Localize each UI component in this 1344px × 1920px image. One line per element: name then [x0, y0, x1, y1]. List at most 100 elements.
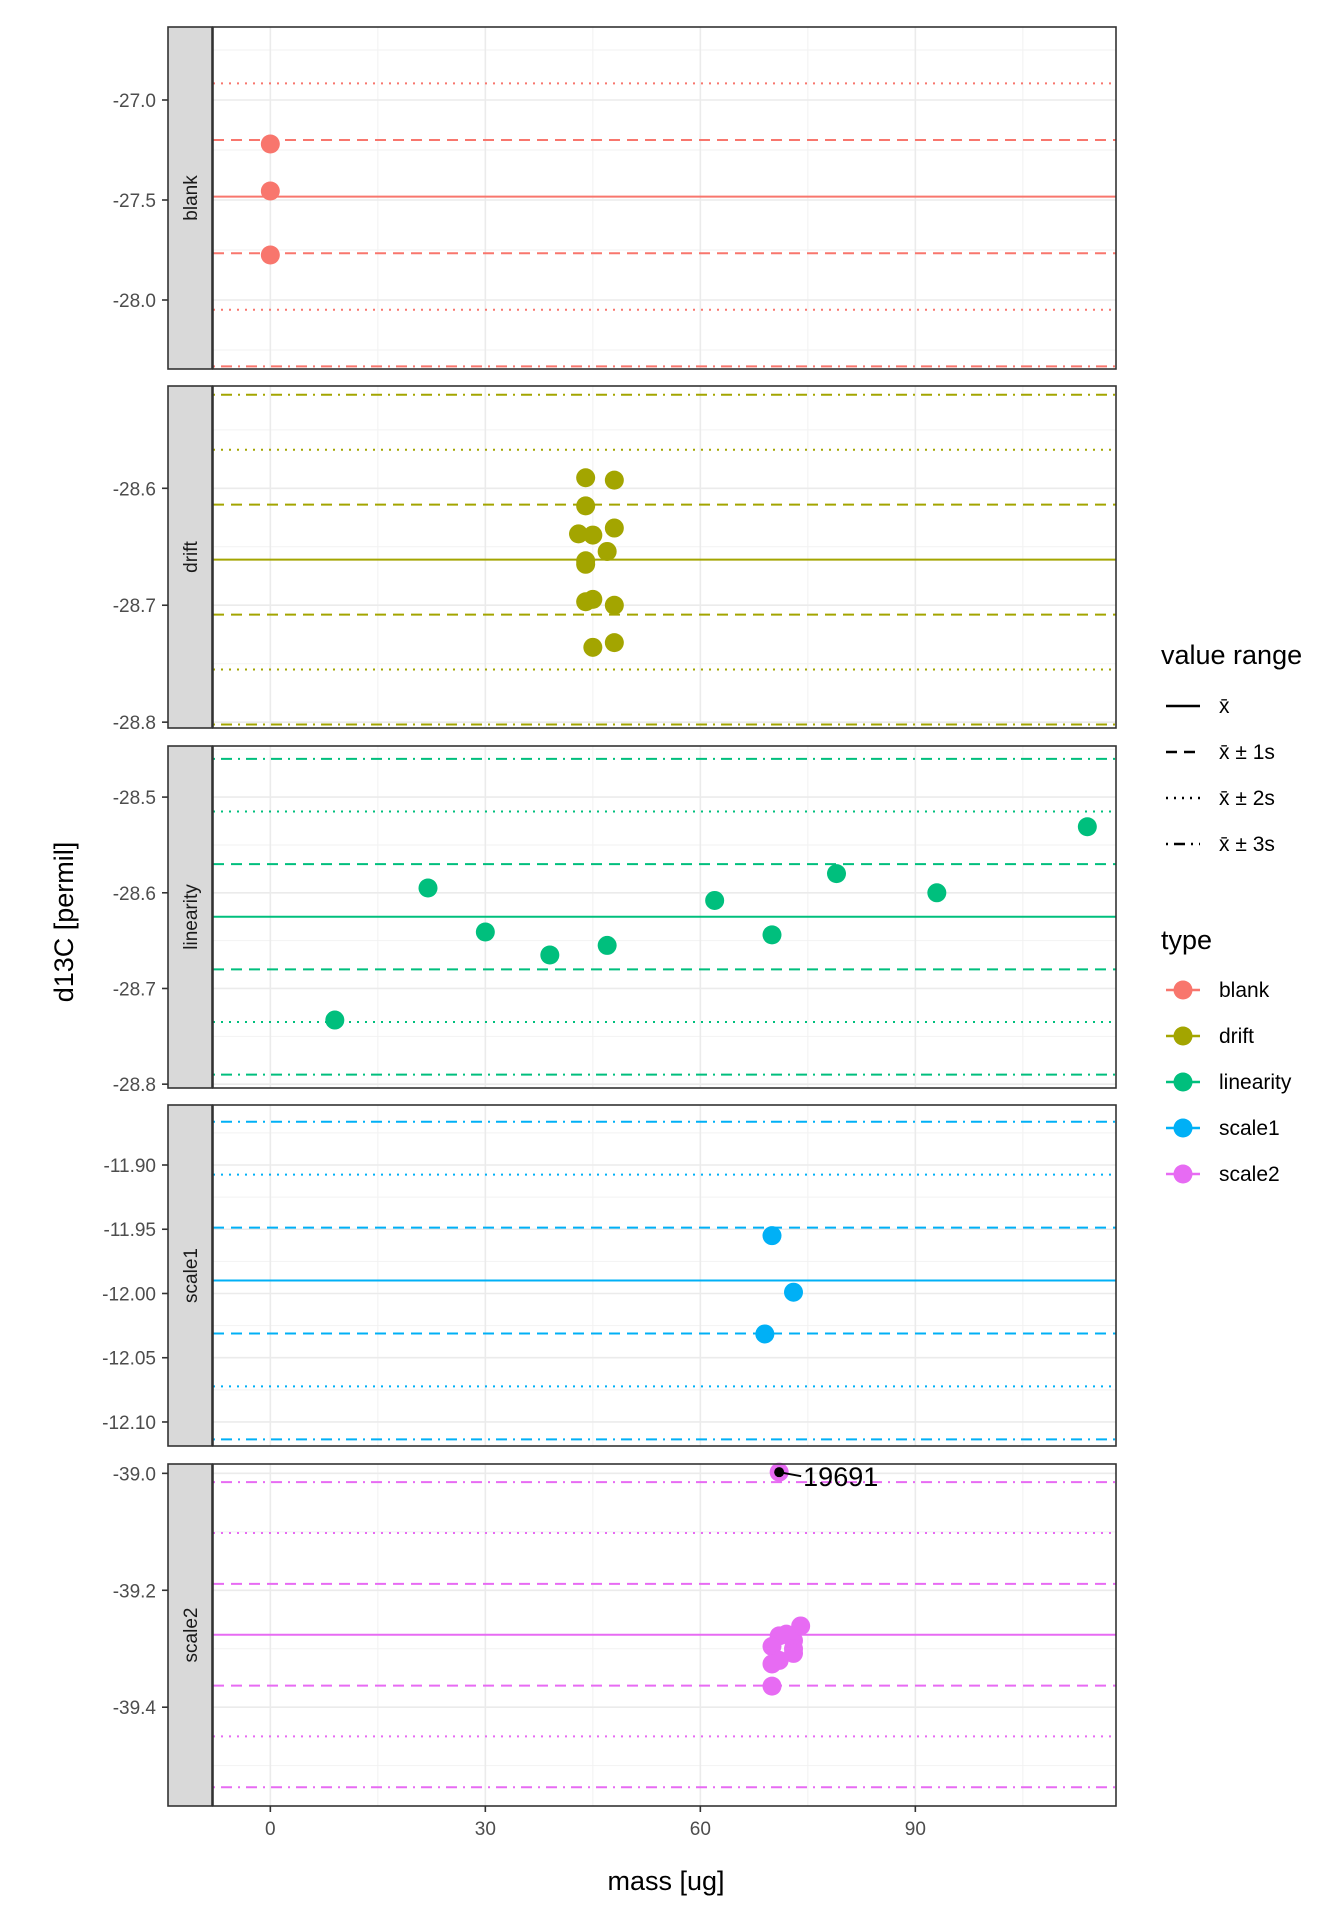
data-point	[776, 1624, 796, 1644]
y-tick-label: -28.7	[113, 979, 156, 1000]
data-point	[475, 922, 495, 942]
x-tick-label: 0	[265, 1819, 276, 1840]
y-tick-label: -28.6	[113, 479, 156, 500]
legend-label: x̄ ± 3s	[1219, 833, 1275, 856]
data-point	[604, 595, 624, 615]
data-point	[583, 525, 603, 545]
legend-key-point	[1173, 1164, 1193, 1184]
data-point	[597, 541, 617, 561]
y-tick-label: -28.6	[113, 884, 156, 905]
y-tick-label: -39.2	[113, 1581, 156, 1602]
facet-strip-label: scale1	[181, 1248, 202, 1303]
legend-label: scale1	[1219, 1117, 1280, 1140]
data-point	[569, 524, 588, 544]
data-point	[583, 589, 603, 609]
x-tick-label: 90	[905, 1819, 926, 1840]
data-point	[604, 470, 624, 490]
legend-label: linearity	[1219, 1071, 1292, 1094]
y-tick-label: -28.8	[113, 713, 156, 734]
legend-label: x̄ ± 1s	[1219, 741, 1275, 764]
y-axis-title: d13C [permil]	[49, 842, 79, 1003]
data-point	[827, 864, 846, 884]
legend-label: drift	[1219, 1025, 1254, 1048]
y-tick-label: -28.8	[113, 1075, 156, 1096]
x-tick-label: 30	[475, 1819, 496, 1840]
data-point	[576, 496, 596, 516]
data-point	[597, 935, 617, 955]
legend-key-point	[1173, 980, 1193, 1000]
data-point	[762, 1636, 782, 1656]
y-tick-label: -12.00	[102, 1284, 156, 1305]
data-point	[576, 468, 596, 488]
legend-key-point	[1173, 1026, 1193, 1046]
panel-background	[213, 27, 1116, 369]
data-point	[705, 890, 725, 910]
legend-type: type blank drift linearity scale1 scale2	[1161, 925, 1292, 1186]
data-point	[576, 554, 596, 574]
y-tick-label: -11.90	[104, 1156, 156, 1177]
x-axis-title: mass [ug]	[607, 1866, 724, 1896]
data-point	[325, 1010, 345, 1030]
panel-border	[212, 26, 1117, 370]
panel-border	[212, 745, 1117, 1089]
panel-background	[213, 386, 1116, 728]
y-tick-label: -11.95	[104, 1220, 156, 1241]
facet-strip	[167, 1104, 213, 1447]
legend-label: x̄	[1219, 695, 1230, 718]
data-point	[755, 1324, 775, 1344]
data-point	[260, 181, 280, 201]
data-point	[927, 883, 947, 903]
panel-background	[213, 1105, 1116, 1446]
y-tick-label: -39.0	[113, 1464, 156, 1485]
data-point	[784, 1282, 803, 1302]
data-point	[762, 1654, 782, 1674]
legend-label: x̄ ± 2s	[1219, 787, 1275, 810]
y-tick-label: -27.0	[113, 91, 156, 112]
y-tick-label: -28.7	[113, 596, 156, 617]
legend-label: blank	[1219, 979, 1270, 1002]
facet-strip-label: blank	[181, 175, 202, 221]
legend-key-point	[1173, 1118, 1193, 1138]
data-point	[540, 945, 560, 965]
y-tick-label: -27.5	[113, 191, 156, 212]
facet-strip	[167, 26, 213, 370]
facet-panel-linearity: linearity -28.5 -28.6 -28.7 -28.8	[113, 745, 1117, 1096]
panel-border	[212, 385, 1117, 729]
data-point	[260, 134, 280, 154]
facet-panel-drift: drift -28.6 -28.7 -28.8	[113, 385, 1117, 734]
legend-value-range-title: value range	[1161, 640, 1302, 670]
data-point	[583, 637, 603, 657]
data-point	[791, 1616, 811, 1636]
data-point	[762, 925, 782, 945]
x-axis: 0 30 60 90	[265, 1806, 926, 1840]
facet-strip	[167, 1463, 213, 1807]
y-tick-label: -28.5	[113, 788, 156, 809]
facet-strip-label: drift	[181, 540, 202, 572]
y-tick-label: -39.4	[113, 1698, 157, 1719]
facet-strip-label: linearity	[181, 884, 202, 950]
data-point	[260, 245, 280, 265]
outlier-label: 19691	[803, 1462, 878, 1492]
facet-panel-scale1: scale1 -11.90 -11.95 -12.00 -12.05 -12.10	[102, 1104, 1117, 1447]
y-tick-label: -12.10	[102, 1413, 156, 1434]
legend-key-point	[1173, 1072, 1193, 1092]
data-point	[762, 1676, 782, 1696]
y-tick-label: -12.05	[102, 1349, 156, 1370]
data-point	[604, 518, 624, 538]
y-tick-label: -28.0	[113, 291, 156, 312]
facet-strip	[167, 385, 213, 729]
panel-border	[212, 1463, 1117, 1807]
data-point	[762, 1226, 782, 1246]
outlier-label-leader	[778, 1471, 802, 1478]
legend-label: scale2	[1219, 1163, 1280, 1186]
facet-strip-label: scale2	[181, 1608, 202, 1663]
data-point	[1077, 817, 1097, 837]
data-point	[604, 633, 624, 653]
legend-type-title: type	[1161, 925, 1212, 955]
facet-panel-scale2: 19691 scale2 -39.0 -39.2 -39.4	[113, 1462, 1117, 1807]
x-tick-label: 60	[690, 1819, 711, 1840]
facet-panels: blank -27.0 -27.5 -28.0 drift -28.6 -28.7 -28.8…	[102, 26, 1117, 1807]
panel-border	[212, 1104, 1117, 1447]
facet-strip	[167, 745, 213, 1089]
